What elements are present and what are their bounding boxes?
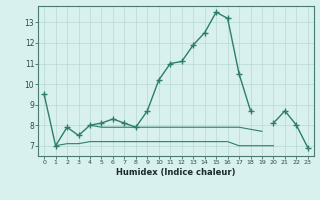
X-axis label: Humidex (Indice chaleur): Humidex (Indice chaleur) bbox=[116, 168, 236, 177]
